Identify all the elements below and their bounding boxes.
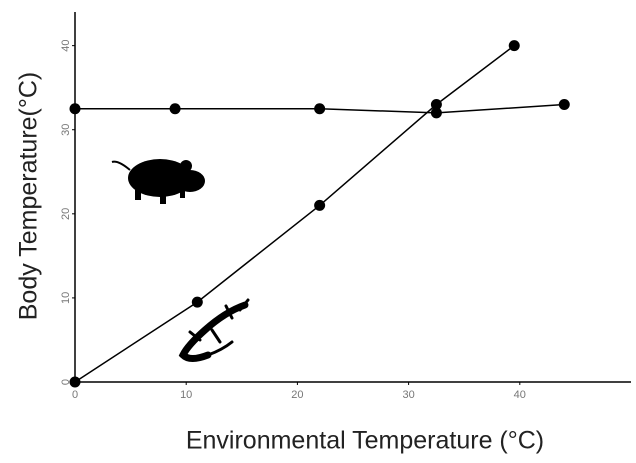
y-tick-label: 20 [60, 208, 72, 220]
x-tick-label: 20 [291, 389, 303, 401]
data-point [508, 40, 520, 52]
data-point [169, 103, 181, 115]
x-tick-label: 10 [180, 389, 192, 401]
y-tick-label: 40 [60, 40, 72, 52]
lizard-icon [178, 298, 250, 362]
data-point [69, 376, 81, 388]
y-tick-label: 10 [60, 292, 72, 304]
x-axis-title: Environmental Temperature (°C) [186, 427, 544, 455]
x-tick-label: 30 [402, 389, 414, 401]
mouse-icon [111, 159, 205, 204]
x-tick-label: 0 [72, 389, 78, 401]
data-point [558, 99, 570, 110]
y-tick-label: 0 [60, 379, 72, 385]
data-point [69, 103, 81, 115]
data-point [314, 103, 326, 115]
x-tick-label: 40 [514, 389, 526, 401]
y-tick-label: 30 [60, 124, 72, 136]
y-axis-title: Body Temperature(°C) [15, 72, 43, 321]
data-point [430, 99, 442, 110]
data-point [314, 199, 326, 211]
data-point [430, 107, 442, 119]
data-point [191, 296, 203, 308]
series-line [74, 45, 515, 383]
